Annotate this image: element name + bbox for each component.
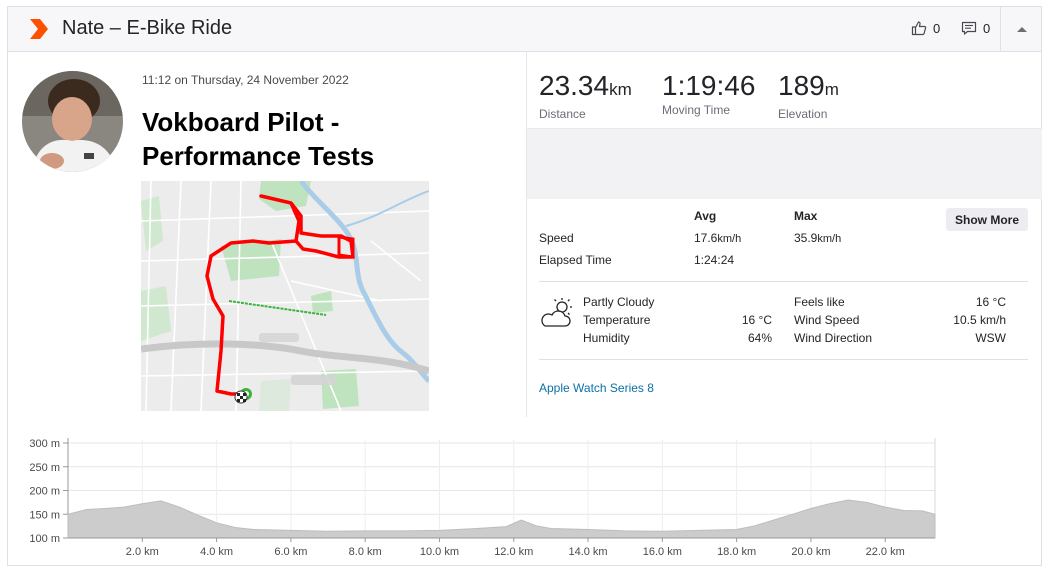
stats-gray-band xyxy=(527,128,1042,199)
elevation-value: 189 xyxy=(778,70,825,101)
wind-speed-value: 10.5 km/h xyxy=(953,313,1006,327)
comments-button[interactable]: 0 xyxy=(961,20,990,36)
kudos-button[interactable]: 0 xyxy=(911,20,940,36)
divider-line xyxy=(539,359,1028,360)
y-tick-label: 300 m xyxy=(29,438,60,450)
speed-max-value: 35.9 xyxy=(794,231,818,245)
temperature-value: 16 °C xyxy=(741,313,772,327)
route-map[interactable] xyxy=(141,181,429,411)
feels-like-value: 16 °C xyxy=(975,295,1006,309)
moving-time-label: Moving Time xyxy=(662,103,731,117)
x-tick-label: 18.0 km xyxy=(717,546,756,558)
x-tick-label: 2.0 km xyxy=(126,546,159,558)
thumbs-up-icon xyxy=(911,21,927,36)
wind-speed-label: Wind Speed xyxy=(794,313,860,327)
x-tick-label: 6.0 km xyxy=(274,546,307,558)
y-tick-label: 100 m xyxy=(29,533,60,545)
divider-line xyxy=(539,281,1028,282)
speed-label: Speed xyxy=(539,231,574,245)
speed-max: 35.9km/h xyxy=(794,231,841,245)
column-divider xyxy=(526,51,527,417)
distance-label: Distance xyxy=(539,107,586,121)
elevation-label: Elevation xyxy=(778,107,828,121)
avg-column-header: Avg xyxy=(694,209,717,223)
device-link[interactable]: Apple Watch Series 8 xyxy=(539,381,654,395)
x-tick-label: 4.0 km xyxy=(200,546,233,558)
comment-icon xyxy=(961,21,977,35)
x-tick-label: 12.0 km xyxy=(494,546,533,558)
speed-avg-value: 17.6 xyxy=(694,231,718,245)
x-tick-label: 14.0 km xyxy=(568,546,607,558)
speed-avg: 17.6km/h xyxy=(694,231,741,245)
distance-stat: 23.34km Distance xyxy=(539,70,632,122)
y-tick-label: 150 m xyxy=(29,509,60,521)
x-tick-label: 16.0 km xyxy=(643,546,682,558)
distance-unit: km xyxy=(609,80,632,99)
wind-direction-value: WSW xyxy=(975,331,1006,345)
wind-direction-label: Wind Direction xyxy=(794,331,873,345)
x-tick-label: 20.0 km xyxy=(791,546,830,558)
activity-header-title: Nate – E-Bike Ride xyxy=(62,17,233,39)
max-column-header: Max xyxy=(794,209,818,223)
caret-up-icon xyxy=(1017,26,1027,32)
partly-cloudy-icon xyxy=(541,298,572,327)
weather-condition: Partly Cloudy xyxy=(583,295,655,309)
humidity-value: 64% xyxy=(747,331,772,345)
distance-value: 23.34 xyxy=(539,70,610,101)
finish-flag-icon xyxy=(234,390,248,404)
elapsed-time-value: 1:24:24 xyxy=(694,253,735,267)
y-tick-label: 200 m xyxy=(29,486,60,498)
kudos-count: 0 xyxy=(933,20,941,36)
strava-chevron-icon xyxy=(30,19,48,39)
show-more-button[interactable]: Show More xyxy=(946,208,1028,231)
moving-time-stat: 1:19:46 Moving Time xyxy=(662,70,756,118)
x-tick-label: 22.0 km xyxy=(866,546,905,558)
elapsed-time-label: Elapsed Time xyxy=(539,253,612,267)
elevation-chart[interactable]: 100 m 150 m 200 m 250 m 300 m 2.0 km 4.0 km 6.0… xyxy=(8,423,1043,563)
comment-count: 0 xyxy=(983,20,991,36)
activity-timestamp: 11:12 on Thursday, 24 November 2022 xyxy=(142,73,349,87)
collapse-button[interactable] xyxy=(1000,7,1043,51)
x-tick-label: 8.0 km xyxy=(349,546,382,558)
feels-like-label: Feels like xyxy=(794,295,845,309)
moving-time-value: 1:19:46 xyxy=(662,70,756,101)
activity-header: Nate – E-Bike Ride 0 0 xyxy=(8,7,1041,52)
elevation-area xyxy=(67,499,936,539)
avatar-photo xyxy=(22,71,123,172)
temperature-label: Temperature xyxy=(583,313,651,327)
athlete-avatar[interactable] xyxy=(22,71,123,172)
humidity-label: Humidity xyxy=(583,331,630,345)
elevation-unit: m xyxy=(824,80,839,99)
elevation-stat: 189m Elevation xyxy=(778,70,839,122)
y-tick-label: 250 m xyxy=(29,462,60,474)
activity-name: Vokboard Pilot - Performance Tests xyxy=(142,107,375,171)
route-map-graphic xyxy=(141,181,429,411)
speed-avg-unit: km/h xyxy=(717,233,742,245)
activity-panel: Nate – E-Bike Ride 0 0 xyxy=(7,6,1042,566)
x-tick-label: 10.0 km xyxy=(420,546,459,558)
speed-max-unit: km/h xyxy=(817,233,842,245)
